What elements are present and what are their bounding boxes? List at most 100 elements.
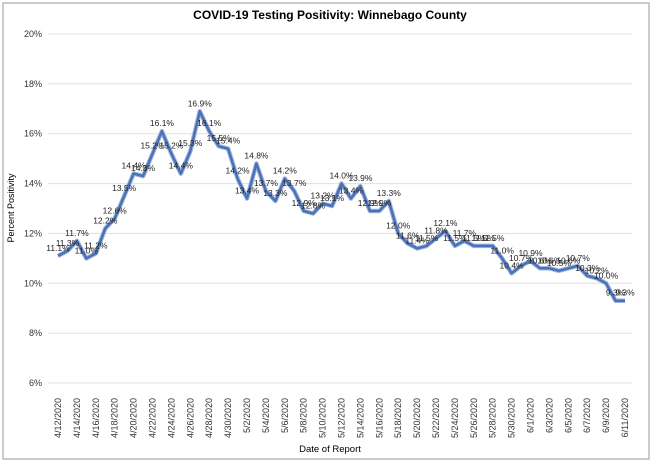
x-tick-label: 5/8/2020 bbox=[299, 398, 309, 433]
x-tick-label: 4/12/2020 bbox=[53, 398, 63, 438]
data-label: 14.2% bbox=[225, 166, 250, 176]
data-label: 11.1% bbox=[46, 243, 70, 253]
data-label: 15.3% bbox=[178, 138, 203, 148]
chart-border bbox=[2, 2, 650, 460]
data-label: 10.2% bbox=[585, 265, 610, 275]
data-label: 15.4% bbox=[216, 136, 241, 146]
data-label: 11.2% bbox=[84, 240, 108, 250]
data-label: 10.6% bbox=[556, 255, 581, 265]
y-tick-label: 20% bbox=[24, 29, 42, 39]
x-tick-label: 5/12/2020 bbox=[337, 398, 347, 438]
y-axis-label: Percent Positivity bbox=[6, 173, 16, 243]
x-tick-label: 4/16/2020 bbox=[91, 398, 101, 438]
data-label: 11.8% bbox=[424, 225, 448, 235]
y-tick-label: 14% bbox=[24, 179, 42, 189]
data-label: 14.8% bbox=[244, 151, 269, 161]
x-tick-label: 5/2/2020 bbox=[242, 398, 252, 433]
data-label: 11.6% bbox=[396, 230, 420, 240]
y-tick-label: 16% bbox=[24, 129, 42, 139]
data-label: 14.4% bbox=[122, 161, 147, 171]
data-label: 11.5% bbox=[462, 233, 486, 243]
data-label: 12.0% bbox=[386, 220, 411, 230]
x-tick-label: 4/28/2020 bbox=[204, 398, 214, 438]
data-label: 15.2% bbox=[140, 141, 165, 151]
data-label: 9.3% bbox=[606, 288, 626, 298]
x-tick-label: 4/30/2020 bbox=[223, 398, 233, 438]
data-label: 14.2% bbox=[273, 166, 298, 176]
x-tick-label: 5/6/2020 bbox=[280, 398, 290, 433]
data-label: 10.0% bbox=[594, 270, 619, 280]
line bbox=[57, 110, 625, 302]
x-axis-label: Date of Report bbox=[299, 444, 361, 455]
data-label: 10.7% bbox=[509, 253, 534, 263]
data-label: 10.4% bbox=[500, 260, 525, 270]
data-label: 10.6% bbox=[537, 255, 562, 265]
x-tick-label: 4/24/2020 bbox=[166, 398, 176, 438]
y-tick-label: 8% bbox=[29, 328, 42, 338]
y-tick-label: 12% bbox=[24, 228, 42, 238]
x-tick-label: 5/22/2020 bbox=[431, 398, 441, 438]
data-label: 10.5% bbox=[547, 258, 572, 268]
data-label: 15.2% bbox=[159, 141, 184, 151]
data-label: 11.5% bbox=[481, 233, 505, 243]
x-tick-label: 5/16/2020 bbox=[374, 398, 384, 438]
data-label: 13.4% bbox=[339, 186, 364, 196]
x-tick-label: 4/18/2020 bbox=[110, 398, 120, 438]
data-label: 11.5% bbox=[472, 233, 496, 243]
data-label: 12.6% bbox=[103, 205, 128, 215]
data-label: 12.2% bbox=[93, 215, 118, 225]
x-tick-label: 6/5/2020 bbox=[563, 398, 573, 433]
x-tick-label: 6/7/2020 bbox=[582, 398, 592, 433]
y-tick-label: 10% bbox=[24, 278, 42, 288]
x-tick-label: 5/26/2020 bbox=[469, 398, 479, 438]
data-label: 12.8% bbox=[301, 200, 326, 210]
x-tick-label: 5/18/2020 bbox=[393, 398, 403, 438]
x-tick-label: 4/22/2020 bbox=[148, 398, 158, 438]
x-tick-label: 4/26/2020 bbox=[185, 398, 195, 438]
data-label: 13.7% bbox=[254, 178, 279, 188]
data-label: 13.1% bbox=[320, 193, 345, 203]
data-label: 16.1% bbox=[150, 118, 175, 128]
x-tick-label: 5/10/2020 bbox=[318, 398, 328, 438]
x-tick-label: 6/9/2020 bbox=[601, 398, 611, 433]
data-label: 11.3% bbox=[56, 238, 80, 248]
data-label: 13.3% bbox=[377, 188, 402, 198]
x-tick-label: 6/3/2020 bbox=[544, 398, 554, 433]
data-label: 16.9% bbox=[188, 98, 213, 108]
data-label: 15.5% bbox=[207, 133, 232, 143]
data-label: 13.3% bbox=[263, 188, 288, 198]
data-label: 12.9% bbox=[358, 198, 383, 208]
data-label: 13.4% bbox=[235, 186, 260, 196]
data-label: 16.1% bbox=[197, 118, 222, 128]
x-tick-label: 5/30/2020 bbox=[507, 398, 517, 438]
data-label: 12.1% bbox=[433, 218, 458, 228]
data-label: 14.0% bbox=[329, 171, 354, 181]
data-label: 10.9% bbox=[518, 248, 543, 258]
data-label: 14.4% bbox=[169, 161, 194, 171]
data-label: 13.9% bbox=[348, 173, 373, 183]
x-tick-label: 4/20/2020 bbox=[129, 398, 139, 438]
data-label: 10.6% bbox=[528, 255, 553, 265]
data-label: 11.7% bbox=[65, 228, 89, 238]
data-label: 14.3% bbox=[131, 163, 156, 173]
x-tick-label: 6/11/2020 bbox=[620, 398, 630, 437]
x-tick-label: 5/24/2020 bbox=[450, 398, 460, 438]
data-label: 11.7% bbox=[453, 228, 477, 238]
data-label: 11.0% bbox=[75, 245, 99, 255]
data-label: 10.3% bbox=[575, 263, 600, 273]
x-tick-label: 6/1/2020 bbox=[526, 398, 536, 433]
data-label: 11.5% bbox=[443, 233, 467, 243]
chart-title: COVID-19 Testing Positivity: Winnebago C… bbox=[193, 8, 467, 22]
data-label: 9.3% bbox=[615, 288, 635, 298]
data-label: 11.5% bbox=[415, 233, 439, 243]
x-tick-label: 4/14/2020 bbox=[72, 398, 82, 438]
data-label: 13.7% bbox=[282, 178, 307, 188]
data-label: 13.5% bbox=[112, 183, 137, 193]
y-tick-label: 18% bbox=[24, 79, 42, 89]
data-label: 13.2% bbox=[311, 191, 336, 201]
data-label: 10.7% bbox=[566, 253, 591, 263]
x-tick-label: 5/4/2020 bbox=[261, 398, 271, 433]
data-label: 11.4% bbox=[405, 235, 429, 245]
data-label: 11.0% bbox=[490, 245, 514, 255]
